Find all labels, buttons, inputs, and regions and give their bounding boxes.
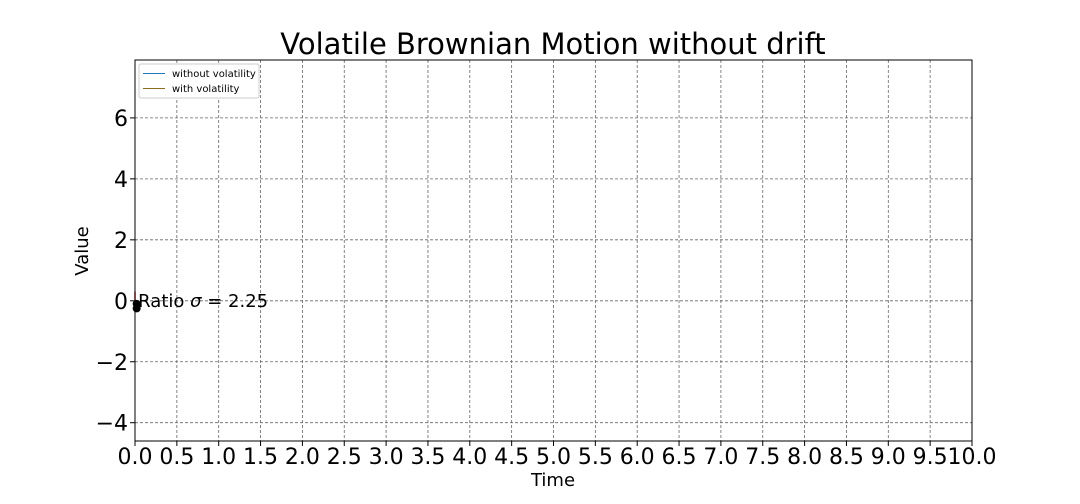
ratio-annotation-prefix: Ratio (138, 291, 190, 312)
y-axis-ticks: −4 −2 0 2 4 6 (96, 107, 135, 437)
legend-label-with-volatility: with volatility (172, 84, 240, 95)
ratio-annotation-value: = 2.25 (202, 291, 269, 312)
x-tick-label: 2.5 (327, 445, 362, 470)
x-tick-label: 0.5 (159, 445, 194, 470)
ratio-annotation-symbol: σ (190, 291, 202, 312)
x-tick-label: 1.5 (243, 445, 278, 470)
x-tick-label: 7.0 (703, 445, 738, 470)
x-tick-label: 5.5 (578, 445, 613, 470)
y-tick-label: 2 (114, 229, 128, 254)
x-tick-label: 8.5 (829, 445, 864, 470)
x-tick-label: 8.0 (787, 445, 822, 470)
x-tick-label: 1.0 (201, 445, 236, 470)
y-tick-label: 6 (114, 107, 128, 132)
x-tick-label: 10.0 (948, 445, 997, 470)
x-tick-label: 4.0 (452, 445, 487, 470)
grid (134, 60, 973, 441)
x-axis-label: Time (530, 470, 575, 491)
x-tick-label: 4.5 (494, 445, 529, 470)
y-tick-label: −2 (96, 351, 128, 376)
x-tick-label: 5.0 (536, 445, 571, 470)
chart-title: Volatile Brownian Motion without drift (280, 27, 825, 61)
y-tick-label: 4 (114, 168, 128, 193)
x-tick-label: 3.5 (410, 445, 445, 470)
y-tick-label: 0 (114, 290, 128, 315)
x-tick-label: 0.0 (118, 445, 153, 470)
y-axis-label: Value (72, 226, 93, 275)
x-tick-label: 9.0 (871, 445, 906, 470)
x-tick-label: 6.5 (662, 445, 697, 470)
legend-box (138, 63, 260, 99)
ratio-annotation: Ratio σ = 2.25 (138, 291, 268, 312)
x-tick-label: 7.5 (745, 445, 780, 470)
x-axis-ticks: 0.0 0.5 1.0 1.5 2.0 2.5 3.0 3.5 4.0 4.5 5.0 5.5 6.0 6… (118, 441, 997, 470)
y-tick-label: −4 (96, 412, 128, 437)
legend-label-without-volatility: without volatility (172, 69, 256, 80)
x-tick-label: 3.0 (369, 445, 404, 470)
legend: without volatility with volatility (138, 63, 260, 99)
x-tick-label: 6.0 (620, 445, 655, 470)
x-tick-label: 9.5 (913, 445, 948, 470)
x-tick-label: 2.0 (285, 445, 320, 470)
